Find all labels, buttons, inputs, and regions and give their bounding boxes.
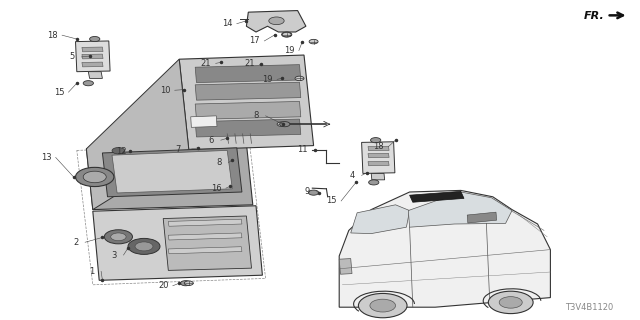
Text: 8: 8: [253, 111, 259, 120]
Text: 19: 19: [284, 46, 294, 55]
Text: 17: 17: [250, 36, 260, 45]
Circle shape: [282, 32, 292, 37]
Text: 18: 18: [374, 142, 384, 151]
Text: 5: 5: [69, 52, 74, 61]
Circle shape: [370, 299, 396, 312]
Circle shape: [180, 281, 191, 286]
Circle shape: [488, 291, 533, 314]
Text: 18: 18: [47, 31, 58, 40]
Polygon shape: [168, 219, 242, 226]
Circle shape: [184, 281, 193, 285]
Text: 11: 11: [297, 145, 307, 154]
Circle shape: [112, 148, 125, 154]
Text: 13: 13: [41, 153, 51, 162]
Text: 3: 3: [111, 251, 116, 260]
Polygon shape: [195, 82, 301, 100]
Polygon shape: [76, 41, 110, 72]
Circle shape: [282, 32, 291, 37]
Polygon shape: [339, 259, 352, 274]
Polygon shape: [163, 216, 252, 270]
Circle shape: [76, 167, 114, 187]
Circle shape: [269, 17, 284, 25]
Text: 14: 14: [222, 19, 232, 28]
Polygon shape: [362, 142, 395, 173]
Text: 8: 8: [216, 158, 221, 167]
Polygon shape: [246, 11, 306, 32]
Text: 9: 9: [305, 187, 310, 196]
Circle shape: [308, 190, 319, 195]
Polygon shape: [88, 72, 102, 78]
Circle shape: [369, 180, 379, 185]
Circle shape: [83, 81, 93, 86]
Polygon shape: [368, 161, 389, 166]
Circle shape: [309, 39, 318, 44]
Text: 21: 21: [201, 59, 211, 68]
Text: 15: 15: [54, 88, 64, 97]
Polygon shape: [351, 205, 410, 234]
Text: 4: 4: [349, 171, 355, 180]
Circle shape: [358, 293, 407, 318]
Text: 6: 6: [209, 136, 214, 145]
Circle shape: [280, 122, 290, 127]
Circle shape: [135, 242, 153, 251]
Text: 19: 19: [262, 75, 273, 84]
Polygon shape: [371, 173, 385, 180]
Text: 2: 2: [73, 238, 78, 247]
Polygon shape: [408, 192, 512, 227]
Circle shape: [277, 122, 286, 126]
Polygon shape: [467, 212, 497, 223]
Text: 15: 15: [326, 196, 337, 205]
Text: 7: 7: [175, 145, 180, 154]
Polygon shape: [195, 119, 301, 137]
Circle shape: [111, 233, 126, 241]
Polygon shape: [195, 101, 301, 119]
Polygon shape: [168, 233, 242, 240]
Circle shape: [128, 238, 160, 254]
Text: FR.: FR.: [584, 11, 604, 21]
Polygon shape: [368, 146, 389, 151]
Circle shape: [499, 297, 522, 308]
Polygon shape: [93, 206, 262, 280]
Polygon shape: [82, 62, 103, 67]
Text: 20: 20: [158, 281, 168, 290]
Circle shape: [104, 230, 132, 244]
Polygon shape: [191, 116, 217, 127]
Text: 21: 21: [244, 60, 255, 68]
Polygon shape: [410, 191, 464, 202]
Circle shape: [90, 36, 100, 42]
Polygon shape: [102, 148, 242, 197]
Polygon shape: [195, 65, 301, 83]
Text: 12: 12: [116, 147, 127, 156]
Text: T3V4B1120: T3V4B1120: [564, 303, 613, 312]
Polygon shape: [82, 54, 103, 59]
Text: 1: 1: [89, 267, 94, 276]
Polygon shape: [86, 143, 253, 210]
Polygon shape: [82, 47, 103, 52]
Polygon shape: [168, 247, 242, 254]
Circle shape: [371, 138, 381, 143]
Polygon shape: [368, 153, 389, 158]
Circle shape: [295, 76, 304, 81]
Text: 16: 16: [211, 184, 221, 193]
Polygon shape: [339, 190, 550, 307]
Polygon shape: [179, 55, 314, 150]
Circle shape: [83, 171, 106, 183]
Polygon shape: [112, 150, 232, 193]
Text: 10: 10: [160, 86, 170, 95]
Polygon shape: [86, 59, 189, 210]
